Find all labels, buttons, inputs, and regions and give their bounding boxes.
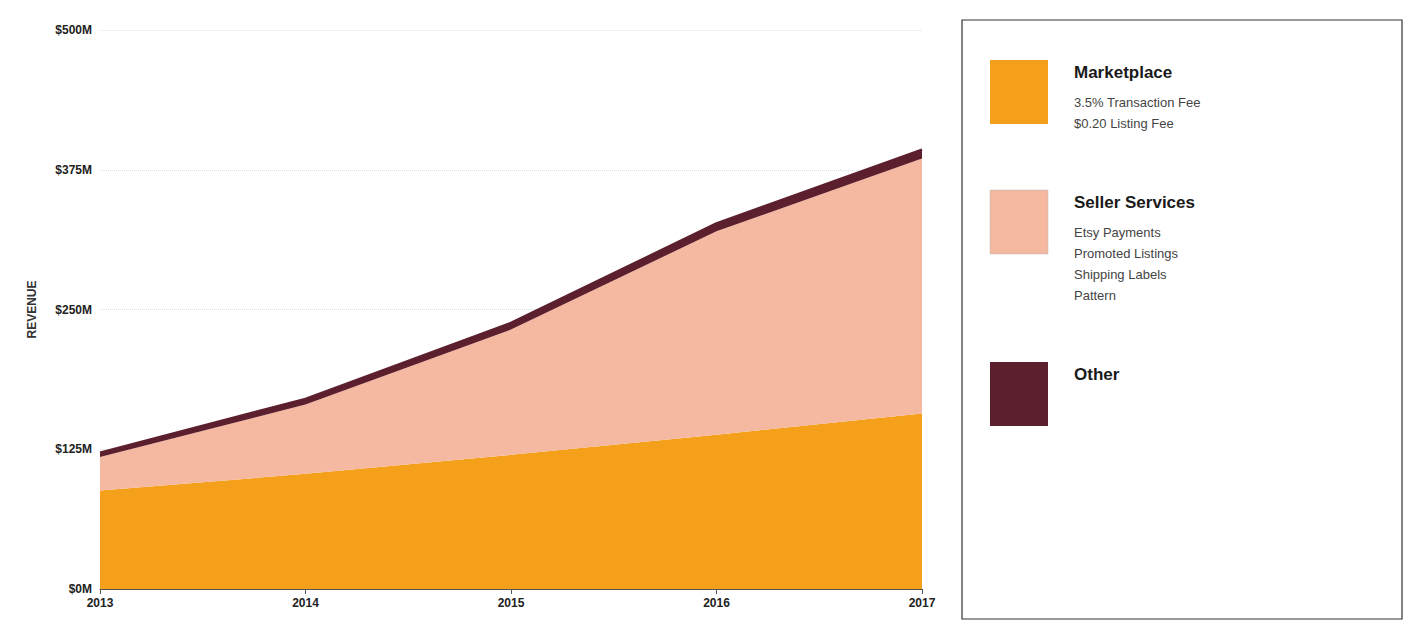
- svg-text:$0M: $0M: [69, 582, 92, 596]
- svg-text:$250M: $250M: [55, 303, 92, 317]
- svg-text:Pattern: Pattern: [1074, 288, 1116, 303]
- svg-text:REVENUE: REVENUE: [25, 280, 39, 338]
- svg-text:2017: 2017: [909, 596, 936, 610]
- svg-text:$125M: $125M: [55, 442, 92, 456]
- svg-text:3.5% Transaction Fee: 3.5% Transaction Fee: [1074, 95, 1200, 110]
- svg-text:2016: 2016: [703, 596, 730, 610]
- svg-text:2013: 2013: [87, 596, 114, 610]
- svg-text:Seller Services: Seller Services: [1074, 193, 1195, 212]
- svg-text:Etsy Payments: Etsy Payments: [1074, 225, 1161, 240]
- svg-text:Promoted Listings: Promoted Listings: [1074, 246, 1179, 261]
- svg-text:$375M: $375M: [55, 163, 92, 177]
- svg-text:Shipping Labels: Shipping Labels: [1074, 267, 1167, 282]
- svg-text:$0.20 Listing Fee: $0.20 Listing Fee: [1074, 116, 1174, 131]
- svg-text:2014: 2014: [292, 596, 319, 610]
- svg-text:Marketplace: Marketplace: [1074, 63, 1172, 82]
- svg-text:2015: 2015: [498, 596, 525, 610]
- svg-text:Other: Other: [1074, 365, 1120, 384]
- svg-text:$500M: $500M: [55, 23, 92, 37]
